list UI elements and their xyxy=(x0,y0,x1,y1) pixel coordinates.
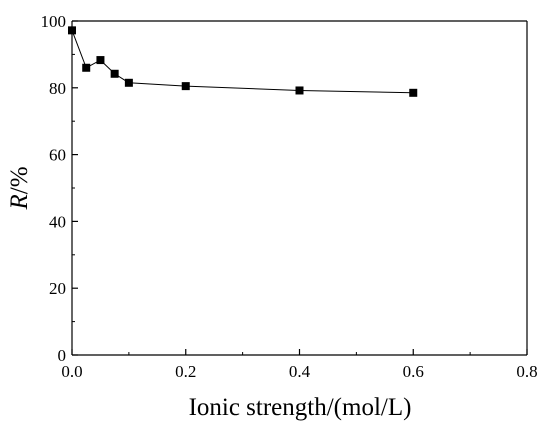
y-axis-title: R/% xyxy=(6,166,33,210)
series xyxy=(68,26,418,97)
axes xyxy=(71,20,528,356)
y-tick-label: 40 xyxy=(49,212,66,231)
ticks: 0.0 0.2 0.4 0.6 0.8 0 20 40 60 80 100 xyxy=(41,12,538,381)
y-axis-title-italic: R xyxy=(6,194,33,210)
x-tick-label: 0.8 xyxy=(516,362,537,381)
data-point xyxy=(110,69,119,78)
y-tick-label: 0 xyxy=(58,346,67,365)
x-tick-label: 0.6 xyxy=(403,362,424,381)
data-point xyxy=(295,86,304,95)
y-tick-label: 100 xyxy=(41,12,67,31)
data-point xyxy=(409,88,418,97)
data-point xyxy=(82,63,91,72)
x-tick-label: 0.2 xyxy=(175,362,196,381)
series-line xyxy=(71,30,414,94)
y-tick-label: 60 xyxy=(49,146,66,165)
y-tick-label: 20 xyxy=(49,279,66,298)
x-tick-label: 0.0 xyxy=(61,362,82,381)
y-tick-label: 80 xyxy=(49,79,66,98)
x-axis-title: Ionic strength/(mol/L) xyxy=(189,394,412,421)
data-point xyxy=(181,82,190,91)
y-axis-title-unit: /% xyxy=(6,166,33,194)
data-point xyxy=(96,56,105,65)
data-point xyxy=(68,26,76,35)
x-tick-label: 0.4 xyxy=(289,362,311,381)
data-point xyxy=(124,78,133,87)
